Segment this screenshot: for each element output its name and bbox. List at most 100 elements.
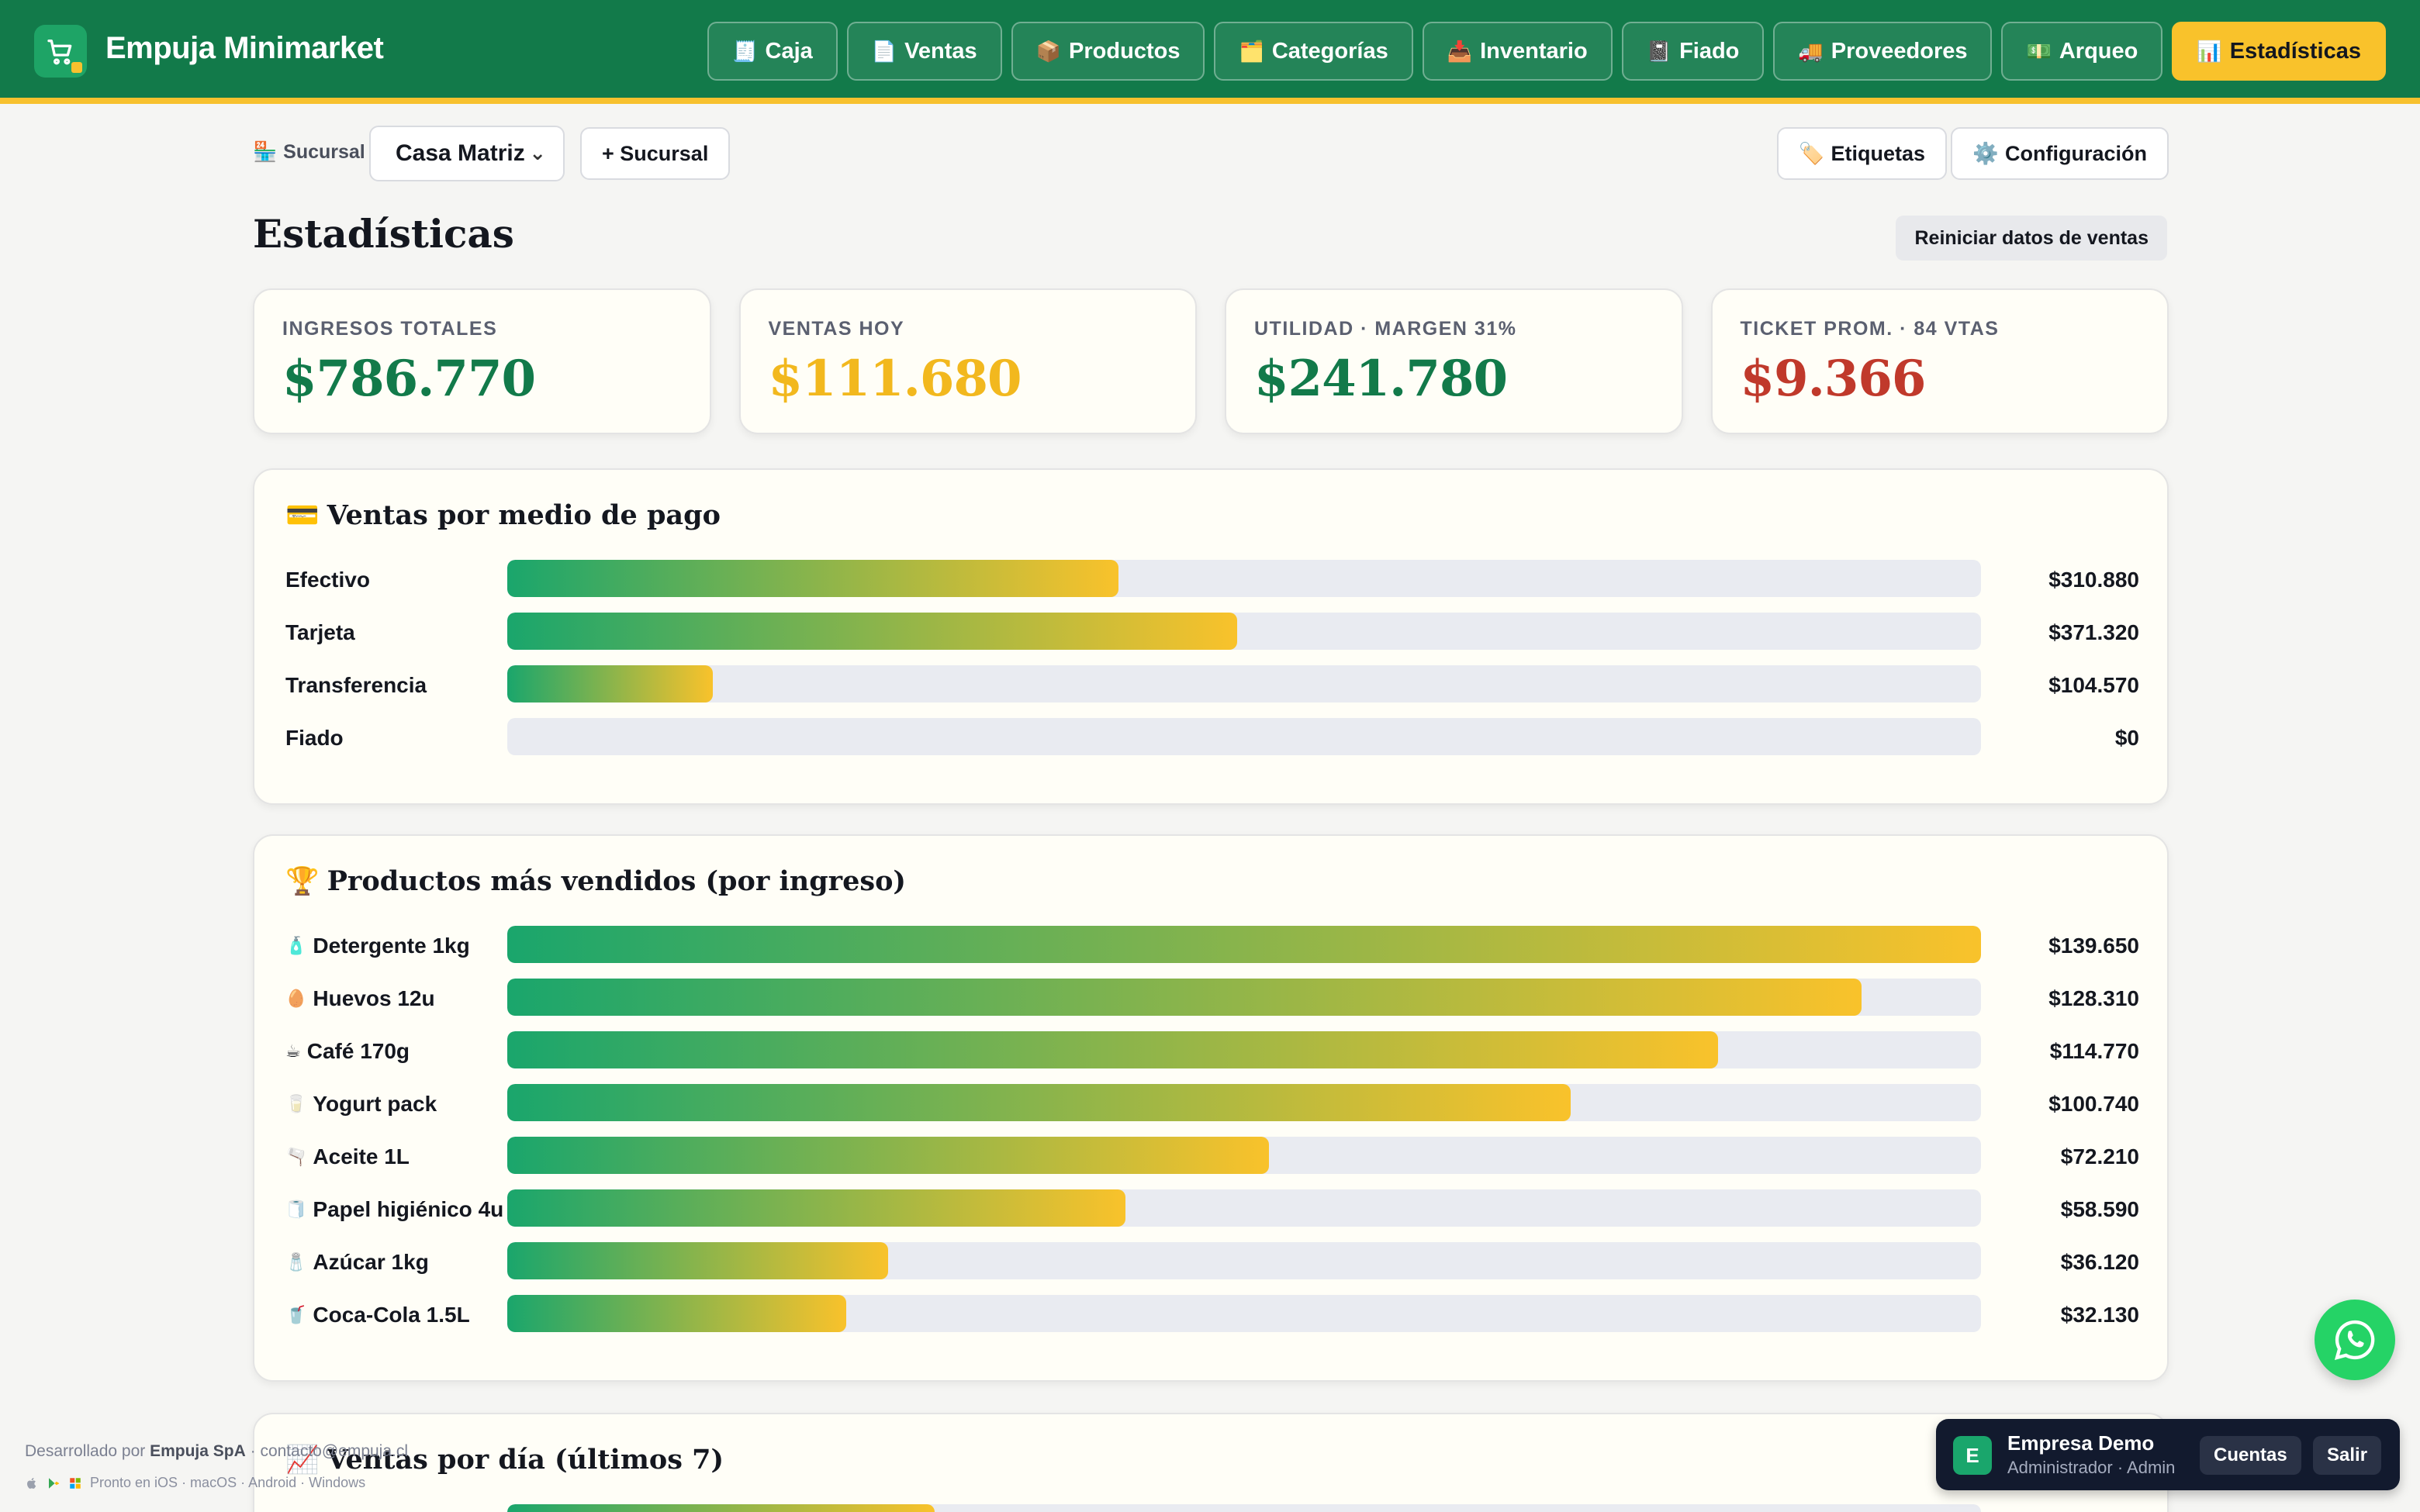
bar-track bbox=[507, 979, 1981, 1016]
nav-tab-arqueo[interactable]: 💵 Arqueo bbox=[2001, 22, 2163, 81]
bar-value: $371.320 bbox=[2048, 620, 2139, 644]
kpi-label: UTILIDAD · MARGEN 31% bbox=[1254, 318, 1517, 340]
bar-fill bbox=[507, 1295, 847, 1332]
payments-title: 💳 Ventas por medio de pago bbox=[285, 499, 721, 531]
whatsapp-icon[interactable] bbox=[2315, 1300, 2395, 1380]
bar-fill bbox=[507, 560, 1118, 597]
payments-panel: 💳 Ventas por medio de pago Efectivo $310.… bbox=[253, 468, 2169, 805]
cuentas-button[interactable]: Cuentas bbox=[2200, 1436, 2301, 1475]
nav-tab-label: Productos bbox=[1069, 38, 1181, 64]
nav-tab-fiado[interactable]: 📓 Fiado bbox=[1621, 22, 1765, 81]
bar-fill bbox=[507, 1242, 889, 1279]
daily-sales-panel: 📈 Ventas por día (últimos 7) bbox=[253, 1413, 2169, 1512]
bar-value: $104.570 bbox=[2048, 673, 2139, 697]
kpi-value: $786.770 bbox=[282, 350, 536, 408]
bar-track bbox=[507, 613, 1981, 650]
product-icon: ☕ bbox=[285, 1041, 301, 1061]
bar-label: Efectivo bbox=[285, 568, 370, 592]
nav-tab-icon: 🧾 bbox=[732, 39, 758, 63]
nav-tab-productos[interactable]: 📦 Productos bbox=[1011, 22, 1205, 81]
bar-row: Tarjeta $371.320 bbox=[285, 613, 2139, 651]
product-icon: 🥛 bbox=[285, 1094, 307, 1113]
bar-row: 🥛 Yogurt pack $100.740 bbox=[285, 1084, 2139, 1123]
nav-tab-icon: 📓 bbox=[1646, 39, 1672, 63]
kpi-card: TICKET PROM. · 84 VTAS $9.366 bbox=[1710, 288, 2169, 434]
kpi-label: TICKET PROM. · 84 VTAS bbox=[1740, 318, 2000, 340]
kpi-label: VENTAS HOY bbox=[768, 318, 905, 340]
nav-tab-label: Fiado bbox=[1679, 38, 1740, 64]
daily-sales-title: 📈 Ventas por día (últimos 7) bbox=[285, 1444, 724, 1476]
salir-button[interactable]: Salir bbox=[2313, 1436, 2382, 1475]
sucursal-select[interactable]: Casa Matriz ⌄ bbox=[369, 126, 565, 181]
bar-fill bbox=[507, 1031, 1719, 1068]
configuracion-button[interactable]: ⚙️ Configuración bbox=[1951, 127, 2169, 180]
bar-value: $72.210 bbox=[2060, 1144, 2139, 1169]
bar-value: $139.650 bbox=[2048, 934, 2139, 958]
etiquetas-button[interactable]: 🏷️ Etiquetas bbox=[1776, 127, 1947, 180]
account-name: Empresa Demo bbox=[2007, 1431, 2155, 1455]
bar-label: Tarjeta bbox=[285, 620, 355, 644]
bar-label: 🧴 Detergente 1kg bbox=[285, 934, 470, 958]
bar-row: ☕ Café 170g $114.770 bbox=[285, 1031, 2139, 1070]
bar-label: 🧻 Papel higiénico 4u bbox=[285, 1197, 504, 1221]
nav-tab-icon: 📦 bbox=[1035, 39, 1062, 63]
apple-icon bbox=[27, 1477, 36, 1489]
bar-label: 🧂 Azúcar 1kg bbox=[285, 1250, 429, 1274]
footer-company-link[interactable]: Empuja SpA bbox=[150, 1442, 246, 1460]
nav-tab-label: Ventas bbox=[904, 38, 977, 64]
nav-tab-label: Inventario bbox=[1480, 38, 1588, 64]
nav-tab-icon: 📊 bbox=[2197, 39, 2222, 63]
chevron-down-icon: ⌄ bbox=[529, 141, 546, 164]
sub-toolbar: 🏪 Sucursal Casa Matriz ⌄ + Sucursal 🏷️ E… bbox=[253, 126, 2169, 181]
cart-logo-icon[interactable] bbox=[34, 25, 87, 78]
bar-fill bbox=[507, 926, 1981, 963]
bar-row: 🥤 Coca-Cola 1.5L $32.130 bbox=[285, 1295, 2139, 1334]
nav-tab-icon: 📥 bbox=[1447, 39, 1473, 63]
bar-fill bbox=[507, 665, 713, 702]
nav-tab-label: Estadísticas bbox=[2229, 38, 2361, 64]
reset-sales-button[interactable]: Reiniciar datos de ventas bbox=[1896, 216, 2167, 261]
nav-tab-inventario[interactable]: 📥 Inventario bbox=[1422, 22, 1613, 81]
nav-tab-caja[interactable]: 🧾 Caja bbox=[707, 22, 838, 81]
bar-fill bbox=[507, 1084, 1571, 1121]
app-brand[interactable]: Empuja Minimarket bbox=[105, 31, 384, 65]
add-sucursal-button[interactable]: + Sucursal bbox=[580, 127, 731, 180]
bar-fill bbox=[507, 613, 1237, 650]
bar-track bbox=[507, 1504, 1981, 1512]
bar-track bbox=[507, 1031, 1981, 1068]
footer-platforms: Pronto en iOS · macOS · Android · Window… bbox=[25, 1475, 365, 1491]
top-products-title: 🏆 Productos más vendidos (por ingreso) bbox=[285, 865, 906, 897]
bar-track bbox=[507, 1084, 1981, 1121]
bar-value: $114.770 bbox=[2049, 1039, 2139, 1063]
credit-card-icon: 💳 bbox=[285, 499, 320, 531]
nav-tab-label: Proveedores bbox=[1831, 38, 1968, 64]
windows-icon bbox=[70, 1477, 81, 1489]
tag-icon: 🏷️ bbox=[1798, 142, 1825, 165]
bar-label: 🥛 Yogurt pack bbox=[285, 1092, 437, 1116]
bar-value: $32.130 bbox=[2060, 1303, 2139, 1327]
nav-tab-estadisticas[interactable]: 📊 Estadísticas bbox=[2172, 22, 2386, 81]
nav-tab-proveedores[interactable]: 🚚 Proveedores bbox=[1773, 22, 1993, 81]
nav-tab-ventas[interactable]: 📄 Ventas bbox=[846, 22, 1002, 81]
kpi-card: INGRESOS TOTALES $786.770 bbox=[253, 288, 711, 434]
bar-value: $100.740 bbox=[2048, 1092, 2139, 1116]
main-nav: 🧾 Caja 📄 Ventas 📦 Productos 🗂️ Categorías 📥 Inven… bbox=[707, 22, 2386, 81]
account-role: Administrador · Admin bbox=[2007, 1458, 2176, 1477]
bar-track bbox=[507, 926, 1981, 963]
bar-value: $0 bbox=[2114, 726, 2139, 750]
chart-up-icon: 📈 bbox=[285, 1444, 320, 1476]
product-icon: 🥤 bbox=[285, 1305, 307, 1324]
bar-label: Fiado bbox=[285, 726, 344, 750]
bar-value: $36.120 bbox=[2060, 1250, 2139, 1274]
nav-tab-icon: 💵 bbox=[2026, 39, 2052, 63]
kpi-value: $241.780 bbox=[1254, 350, 1508, 408]
gear-icon: ⚙️ bbox=[1972, 142, 1999, 165]
bar-row: Efectivo $310.880 bbox=[285, 560, 2139, 599]
footer-credits: Desarrollado por Empuja SpA · contacto@e… bbox=[25, 1442, 409, 1460]
nav-tab-categorias[interactable]: 🗂️ Categorías bbox=[1214, 22, 1413, 81]
nav-tab-label: Caja bbox=[765, 38, 813, 64]
bar-fill bbox=[507, 979, 1862, 1016]
nav-tab-label: Categorías bbox=[1271, 38, 1388, 64]
footer-contact-link[interactable]: · contacto@empuja.cl bbox=[250, 1442, 409, 1460]
bar-value: $310.880 bbox=[2048, 568, 2139, 592]
